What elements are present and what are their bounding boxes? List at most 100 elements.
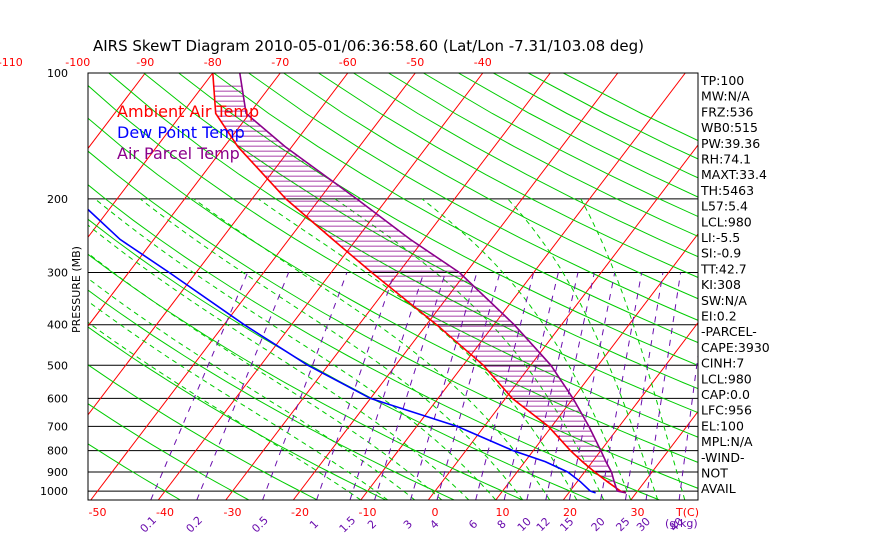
moist-adiabat bbox=[507, 198, 659, 500]
index-value: RH:74.1 bbox=[701, 152, 751, 167]
dry-adiabat bbox=[88, 218, 592, 500]
grid-layer bbox=[0, 73, 698, 500]
bottom-axis-unit: T(C) bbox=[675, 506, 699, 519]
moist-adiabat bbox=[334, 198, 605, 500]
mixing-ratio-tick-label: 0.5 bbox=[249, 514, 271, 536]
index-value: LFC:956 bbox=[701, 403, 752, 418]
pressure-tick-label: 200 bbox=[47, 193, 68, 206]
isotherm-line bbox=[427, 144, 698, 500]
bottom-temp-tick-label: 0 bbox=[432, 506, 439, 519]
mixing-ratio-line bbox=[374, 272, 446, 500]
top-temp-tick-label: -40 bbox=[474, 56, 492, 69]
top-temp-tick-label: -60 bbox=[339, 56, 357, 69]
mixing-ratio-line bbox=[503, 272, 559, 500]
pressure-tick-label: 700 bbox=[47, 420, 68, 433]
mixing-ratio-line bbox=[568, 272, 616, 500]
mixing-ratio-tick-label: 8 bbox=[495, 517, 509, 531]
mixing-ratio-tick-label: 1 bbox=[307, 517, 321, 531]
mixing-ratio-line bbox=[526, 272, 579, 500]
air-parcel-temp-line bbox=[239, 73, 627, 494]
isotherm-line bbox=[88, 73, 349, 416]
mixing-ratio-line bbox=[678, 352, 698, 500]
mixing-ratio-tick-label: 1.5 bbox=[337, 514, 359, 536]
dry-adiabat bbox=[88, 443, 181, 500]
index-value: TT:42.7 bbox=[700, 261, 747, 276]
moist-adiabat bbox=[257, 198, 578, 500]
isotherm-line bbox=[88, 73, 281, 327]
index-value: CINH:7 bbox=[701, 356, 744, 371]
top-temp-tick-label: -90 bbox=[136, 56, 154, 69]
pressure-tick-label: 800 bbox=[47, 445, 68, 458]
mixing-ratio-line bbox=[349, 272, 425, 500]
pressure-tick-label: 500 bbox=[47, 359, 68, 372]
mixing-ratio-line bbox=[410, 272, 478, 500]
mixing-ratio-tick-label: 2 bbox=[365, 517, 379, 531]
moist-adiabat bbox=[94, 198, 497, 500]
pressure-tick-label: 400 bbox=[47, 319, 68, 332]
index-value: -WIND- bbox=[701, 450, 745, 465]
isotherm-line bbox=[88, 73, 146, 150]
mixing-ratio-line bbox=[545, 272, 595, 500]
mixing-ratio-unit: (g/kg) bbox=[665, 517, 698, 530]
index-value: FRZ:536 bbox=[701, 104, 754, 119]
dry-adiabat bbox=[108, 73, 698, 414]
series-layer bbox=[88, 73, 627, 494]
index-value: PW:39.36 bbox=[701, 136, 760, 151]
plot-frame bbox=[87, 72, 699, 501]
mixing-ratio-tick-label: 3 bbox=[401, 517, 415, 531]
dry-adiabat bbox=[213, 73, 698, 344]
legend: Ambient Air Temp Dew Point Temp Air Parcel… bbox=[117, 102, 259, 163]
pressure-tick-label: 300 bbox=[47, 267, 68, 280]
index-value: MPL:N/A bbox=[701, 434, 753, 449]
index-value: WB0:515 bbox=[701, 120, 758, 135]
dry-adiabat bbox=[88, 150, 698, 489]
mixing-ratio-line bbox=[150, 272, 249, 500]
moist-adiabat bbox=[421, 198, 632, 500]
bottom-temp-tick-label: 10 bbox=[496, 506, 510, 519]
moist-adiabat bbox=[193, 198, 551, 500]
y-axis-label: PRESSURE (MB) bbox=[70, 246, 83, 333]
index-value: MW:N/A bbox=[701, 89, 750, 104]
bottom-temp-tick-label: -20 bbox=[291, 506, 309, 519]
index-value: -PARCEL- bbox=[701, 324, 757, 339]
mixing-ratio-line bbox=[196, 272, 290, 500]
index-value: TH:5463 bbox=[700, 183, 754, 198]
mixing-ratio-line bbox=[645, 272, 682, 500]
index-value: LCL:980 bbox=[701, 371, 752, 386]
chart-title: AIRS SkewT Diagram 2010-05-01/06:36:58.6… bbox=[93, 37, 644, 55]
legend-item: Air Parcel Temp bbox=[117, 144, 240, 163]
index-value: KI:308 bbox=[701, 277, 741, 292]
bottom-temp-tick-label: -10 bbox=[359, 506, 377, 519]
index-value: EL:100 bbox=[701, 418, 744, 433]
index-value: TP:100 bbox=[700, 73, 744, 88]
legend-item: Dew Point Temp bbox=[117, 123, 245, 142]
index-value: SI:-0.9 bbox=[701, 246, 741, 261]
moist-adiabat bbox=[88, 277, 416, 500]
pressure-tick-label: 900 bbox=[47, 466, 68, 479]
bottom-temp-tick-label: -50 bbox=[89, 506, 107, 519]
moist-adiabat bbox=[88, 252, 443, 500]
isotherm-line bbox=[630, 410, 698, 500]
dry-adiabat bbox=[423, 73, 698, 218]
dew-point-temp-line bbox=[88, 208, 596, 494]
isotherm-line bbox=[0, 73, 78, 500]
mixing-ratio-line bbox=[262, 272, 348, 500]
top-temp-tick-label: -70 bbox=[271, 56, 289, 69]
pressure-tick-label: 1000 bbox=[40, 485, 68, 498]
index-value: MAXT:33.4 bbox=[701, 167, 767, 182]
dry-adiabat bbox=[493, 73, 698, 179]
bottom-temp-tick-label: -30 bbox=[224, 506, 242, 519]
moist-adiabat bbox=[88, 321, 362, 500]
index-value: LI:-5.5 bbox=[701, 230, 740, 245]
moist-adiabat bbox=[580, 198, 686, 500]
moist-adiabat bbox=[139, 198, 524, 500]
ambient-air-temp-line bbox=[212, 73, 627, 494]
dry-adiabat bbox=[88, 364, 318, 500]
moist-adiabat bbox=[88, 300, 389, 500]
isotherm-line bbox=[157, 73, 484, 500]
index-value: SW:N/A bbox=[701, 293, 747, 308]
isotherm-line bbox=[88, 73, 214, 239]
index-value: CAPE:3930 bbox=[701, 340, 770, 355]
dry-adiabat bbox=[353, 73, 698, 258]
